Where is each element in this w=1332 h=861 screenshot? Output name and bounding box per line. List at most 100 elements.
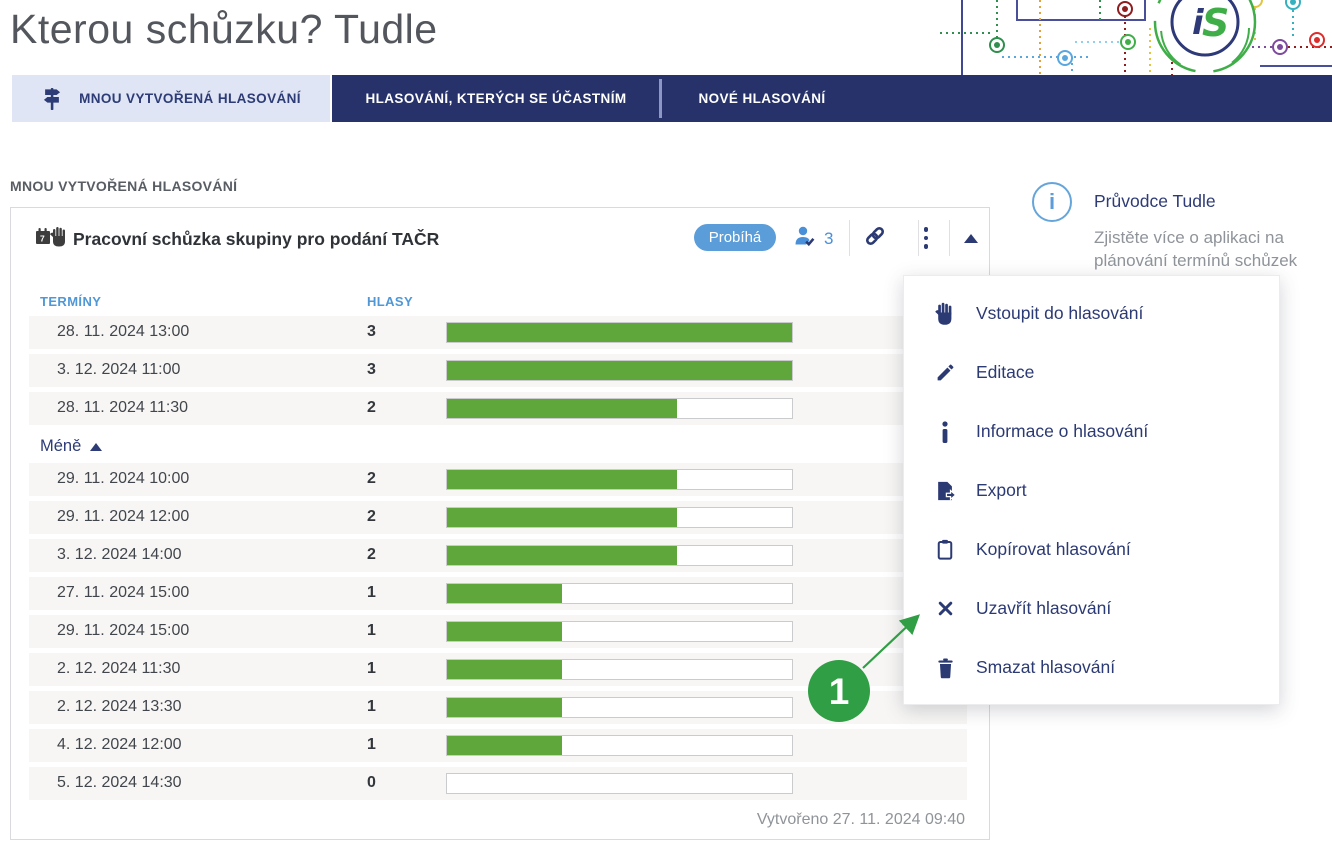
votes-bar: [446, 659, 793, 680]
tab-my-polls[interactable]: MNOU VYTVOŘENÁ HLASOVÁNÍ: [12, 75, 330, 122]
votes-bar-fill: [447, 736, 562, 755]
option-votes: 1: [367, 584, 376, 601]
votes-bar: [446, 621, 793, 642]
option-votes: 3: [367, 361, 376, 378]
votes-bar: [446, 583, 793, 604]
option-votes: 1: [367, 736, 376, 753]
votes-bar: [446, 507, 793, 528]
option-date: 5. 12. 2024 14:30: [57, 774, 182, 791]
menu-item-label: Editace: [976, 362, 1035, 382]
menu-item-label: Smazat hlasování: [976, 657, 1116, 677]
option-votes: 2: [367, 546, 376, 563]
votes-bar-fill: [447, 660, 562, 679]
tab-bar-background: [332, 75, 1332, 122]
link-icon: [863, 224, 887, 253]
annotation-step-1: 1: [808, 614, 921, 722]
menu-item-label: Uzavřít hlasování: [976, 598, 1112, 618]
votes-bar-fill: [447, 470, 677, 489]
collapse-button[interactable]: [955, 222, 987, 254]
votes-bar-fill: [447, 698, 562, 717]
menu-item-copy[interactable]: Kopírovat hlasování: [904, 520, 1279, 579]
tab-bar: MNOU VYTVOŘENÁ HLASOVÁNÍ HLASOVÁNÍ, KTER…: [0, 75, 1332, 122]
signpost-icon: [41, 87, 63, 111]
menu-item-trash[interactable]: Smazat hlasování: [904, 638, 1279, 697]
section-label: MNOU VYTVOŘENÁ HLASOVÁNÍ: [10, 178, 238, 194]
poll-context-menu: Vstoupit do hlasování Editace Informace o …: [903, 275, 1280, 705]
votes-bar: [446, 697, 793, 718]
is-logo: i S: [1153, 0, 1257, 74]
poll-option-row: 29. 11. 2024 12:00 2: [29, 501, 967, 534]
poll-option-row: 28. 11. 2024 11:30 2: [29, 392, 967, 425]
tab-new-poll[interactable]: NOVÉ HLASOVÁNÍ: [662, 75, 862, 122]
participants-counter[interactable]: 3: [793, 224, 833, 253]
menu-item-label: Informace o hlasování: [976, 421, 1149, 441]
menu-item-close[interactable]: Uzavřít hlasování: [904, 579, 1279, 638]
option-votes: 2: [367, 399, 376, 416]
tab-label: MNOU VYTVOŘENÁ HLASOVÁNÍ: [79, 91, 301, 106]
option-date: 3. 12. 2024 14:00: [57, 546, 182, 563]
votes-bar: [446, 773, 793, 794]
poll-option-row: 2. 12. 2024 11:30 1: [29, 653, 967, 686]
option-date: 28. 11. 2024 13:00: [57, 323, 190, 340]
page-title: Kterou schůzku? Tudle: [10, 6, 438, 52]
menu-item-label: Kopírovat hlasování: [976, 539, 1131, 559]
votes-bar: [446, 322, 793, 343]
svg-text:7: 7: [40, 234, 45, 244]
export-icon: [932, 480, 958, 502]
show-less-label: Méně: [40, 437, 82, 455]
header-divider: [949, 220, 950, 256]
poll-option-row: 3. 12. 2024 14:00 2: [29, 539, 967, 572]
option-votes: 1: [367, 622, 376, 639]
created-timestamp: Vytvořeno 27. 11. 2024 09:40: [756, 811, 965, 828]
option-date: 28. 11. 2024 11:30: [57, 399, 189, 416]
menu-item-info[interactable]: Informace o hlasování: [904, 402, 1279, 461]
votes-bar: [446, 360, 793, 381]
option-date: 29. 11. 2024 15:00: [57, 622, 190, 639]
tab-divider: [659, 79, 662, 118]
info-circle-icon: i: [1032, 182, 1072, 222]
tab-label: NOVÉ HLASOVÁNÍ: [698, 91, 826, 106]
votes-bar-fill: [447, 323, 792, 342]
tab-participating-polls[interactable]: HLASOVÁNÍ, KTERÝCH SE ÚČASTNÍM: [332, 75, 660, 122]
option-votes: 3: [367, 323, 376, 340]
option-date: 29. 11. 2024 12:00: [57, 508, 190, 525]
poll-option-row: 28. 11. 2024 13:00 3: [29, 316, 967, 349]
copy-icon: [932, 538, 958, 561]
menu-item-export[interactable]: Export: [904, 461, 1279, 520]
votes-bar-fill: [447, 546, 677, 565]
guide-title[interactable]: Průvodce Tudle: [1094, 191, 1216, 211]
show-less-toggle[interactable]: Méně: [29, 430, 967, 463]
header-divider: [918, 220, 919, 256]
poll-rows-top: 28. 11. 2024 13:00 3 3. 12. 2024 11:00 3 28.…: [29, 316, 967, 425]
votes-bar-fill: [447, 508, 677, 527]
share-link-button[interactable]: [859, 222, 891, 254]
poll-option-row: 29. 11. 2024 10:00 2: [29, 463, 967, 496]
kebab-menu-icon: [923, 227, 929, 249]
circuit-nodes: [989, 0, 1325, 66]
is-header-art: i S: [940, 0, 1332, 76]
option-date: 2. 12. 2024 13:30: [57, 698, 182, 715]
option-date: 2. 12. 2024 11:30: [57, 660, 181, 677]
menu-item-pencil[interactable]: Editace: [904, 343, 1279, 402]
more-actions-button[interactable]: [910, 222, 942, 254]
info-icon: [932, 420, 958, 443]
poll-rows-more: 29. 11. 2024 10:00 2 29. 11. 2024 12:00 2 3.…: [29, 463, 967, 800]
hand-icon: [932, 302, 958, 326]
votes-bar-fill: [447, 584, 562, 603]
annotation-number: 1: [829, 671, 850, 712]
annotation-circle: [808, 660, 870, 722]
option-date: 3. 12. 2024 11:00: [57, 361, 181, 378]
poll-results: 28. 11. 2024 13:00 3 3. 12. 2024 11:00 3 28.…: [29, 316, 967, 805]
tab-label: HLASOVÁNÍ, KTERÝCH SE ÚČASTNÍM: [365, 91, 627, 106]
poll-option-row: 4. 12. 2024 12:00 1: [29, 729, 967, 762]
votes-bar: [446, 398, 793, 419]
triangle-up-icon: [90, 442, 103, 451]
menu-item-hand[interactable]: Vstoupit do hlasování: [904, 284, 1279, 343]
poll-option-row: 5. 12. 2024 14:30 0: [29, 767, 967, 800]
votes-bar-fill: [447, 361, 792, 380]
header-divider: [849, 220, 850, 256]
votes-bar: [446, 735, 793, 756]
person-check-icon: [793, 224, 817, 253]
guide-description: Zjistěte více o aplikaci na plánování te…: [1094, 228, 1298, 270]
